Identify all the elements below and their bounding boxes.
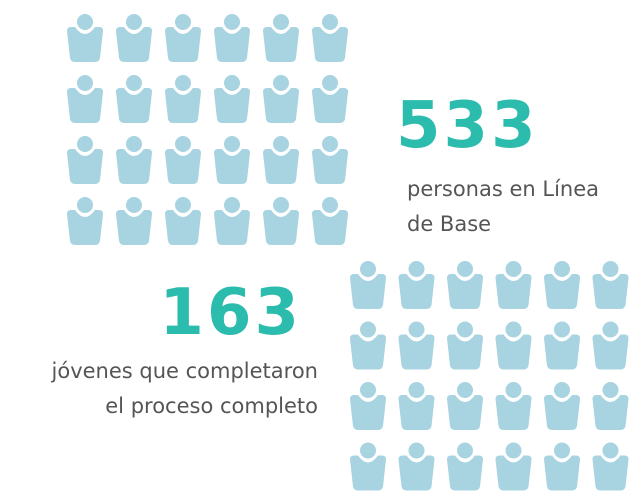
person-icon: [398, 442, 435, 491]
person-icon: [165, 197, 201, 245]
person-icon: [544, 261, 580, 309]
person-icon: [67, 136, 103, 184]
person-icon: [165, 75, 201, 123]
stat-number: 163: [159, 276, 302, 350]
person-icon: [116, 136, 152, 184]
person-icon: [214, 75, 250, 123]
person-icon: [592, 382, 629, 430]
stat-label: personas en Línea: [407, 177, 599, 201]
person-icon: [214, 14, 250, 62]
person-icon: [67, 14, 103, 62]
person-icon: [350, 442, 386, 491]
person-icon: [312, 197, 348, 245]
person-icon: [544, 442, 580, 491]
person-icon: [495, 321, 532, 370]
stat-label: de Base: [407, 212, 491, 236]
person-icon: [495, 442, 532, 491]
stat-label: jóvenes que completaron: [51, 359, 318, 383]
icon-grid-completed: [350, 261, 629, 491]
person-icon: [312, 75, 348, 123]
person-icon: [592, 442, 629, 491]
person-icon: [165, 14, 201, 62]
person-icon: [312, 136, 348, 184]
person-icon: [447, 442, 483, 491]
person-icon: [67, 197, 103, 245]
person-icon: [350, 261, 386, 309]
person-icon: [312, 14, 348, 62]
person-icon: [350, 321, 386, 370]
person-icon: [214, 197, 250, 245]
person-icon: [447, 321, 483, 370]
person-icon: [263, 197, 299, 245]
person-icon: [398, 321, 435, 370]
person-icon: [398, 261, 435, 309]
person-icon: [447, 261, 483, 309]
person-icon: [495, 261, 532, 309]
person-icon: [116, 14, 152, 62]
person-icon: [592, 261, 629, 309]
person-icon: [398, 382, 435, 430]
person-icon: [447, 382, 483, 430]
person-icon: [263, 14, 299, 62]
person-icon: [263, 136, 299, 184]
person-icon: [214, 136, 250, 184]
stat-number: 533: [396, 89, 539, 163]
person-icon: [263, 75, 299, 123]
icon-grid-baseline: [67, 14, 348, 245]
person-icon: [165, 136, 201, 184]
person-icon: [544, 321, 580, 370]
person-icon: [592, 321, 629, 370]
person-icon: [116, 75, 152, 123]
person-icon: [67, 75, 103, 123]
person-icon: [350, 382, 386, 430]
person-icon: [544, 382, 580, 430]
person-icon: [116, 197, 152, 245]
person-icon: [495, 382, 532, 430]
stat-label: el proceso completo: [105, 394, 318, 418]
